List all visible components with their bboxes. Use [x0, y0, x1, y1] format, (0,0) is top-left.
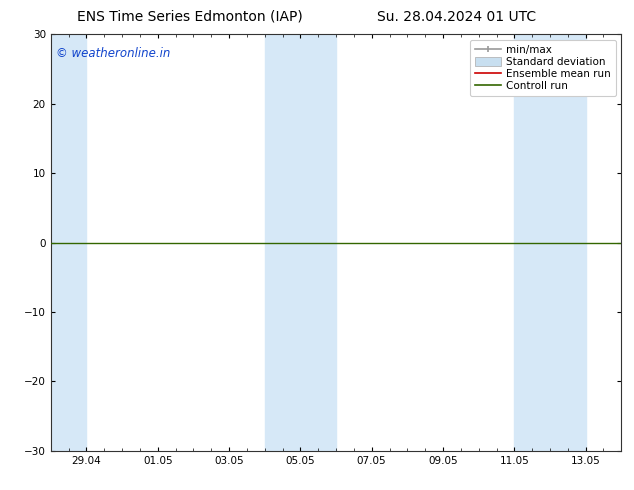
- Text: ENS Time Series Edmonton (IAP): ENS Time Series Edmonton (IAP): [77, 10, 303, 24]
- Text: Su. 28.04.2024 01 UTC: Su. 28.04.2024 01 UTC: [377, 10, 536, 24]
- Legend: min/max, Standard deviation, Ensemble mean run, Controll run: min/max, Standard deviation, Ensemble me…: [470, 40, 616, 96]
- Bar: [51, 34, 86, 451]
- Text: © weatheronline.in: © weatheronline.in: [56, 47, 171, 60]
- Bar: [264, 34, 336, 451]
- Bar: [514, 34, 586, 451]
